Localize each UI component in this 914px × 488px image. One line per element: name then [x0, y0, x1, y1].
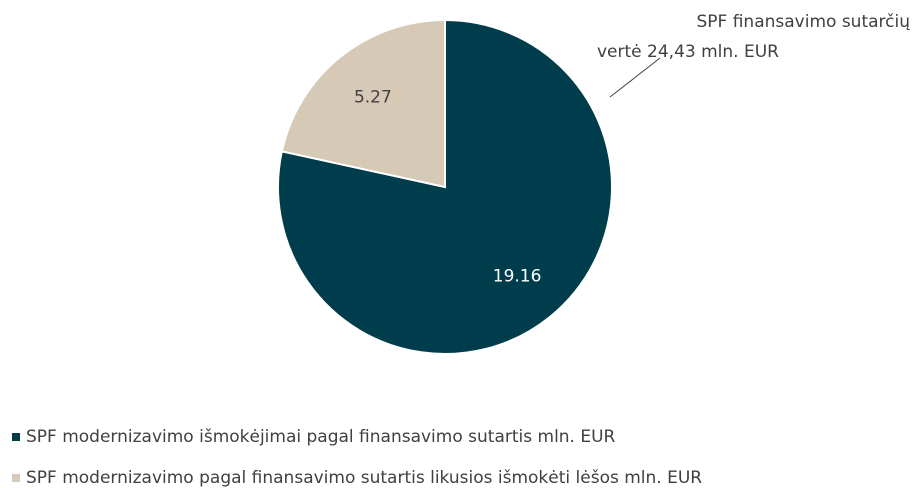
legend-label: SPF modernizavimo išmokėjimai pagal fina… [26, 427, 616, 447]
pie [277, 18, 613, 355]
pie-slice [280, 18, 446, 189]
data-label: 5.27 [354, 87, 392, 107]
leader-line [609, 57, 661, 98]
legend-marker [12, 474, 20, 482]
data-label: 19.16 [493, 267, 542, 287]
legend-marker [12, 433, 20, 441]
legend-label: SPF modernizavimo pagal finansavimo suta… [26, 468, 702, 488]
annotation: SPF finansavimo sutarčių [697, 12, 911, 32]
annotation: vertė 24,43 mln. EUR [597, 42, 779, 62]
